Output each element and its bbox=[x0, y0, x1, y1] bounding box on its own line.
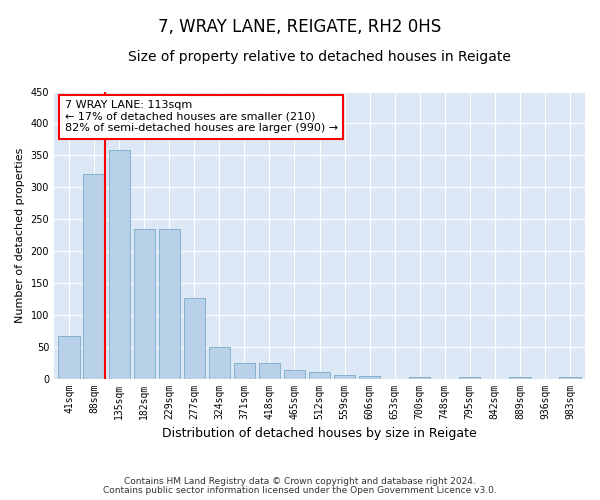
Bar bbox=[409, 376, 430, 378]
Y-axis label: Number of detached properties: Number of detached properties bbox=[15, 148, 25, 322]
X-axis label: Distribution of detached houses by size in Reigate: Distribution of detached houses by size … bbox=[162, 427, 477, 440]
Title: Size of property relative to detached houses in Reigate: Size of property relative to detached ho… bbox=[128, 50, 511, 64]
Bar bbox=[509, 376, 530, 378]
Bar bbox=[83, 174, 105, 378]
Bar bbox=[559, 376, 581, 378]
Bar bbox=[109, 150, 130, 378]
Bar bbox=[334, 376, 355, 378]
Bar bbox=[234, 363, 255, 378]
Bar bbox=[58, 336, 80, 378]
Text: 7 WRAY LANE: 113sqm
← 17% of detached houses are smaller (210)
82% of semi-detac: 7 WRAY LANE: 113sqm ← 17% of detached ho… bbox=[65, 100, 338, 134]
Bar bbox=[359, 376, 380, 378]
Bar bbox=[209, 346, 230, 378]
Text: Contains public sector information licensed under the Open Government Licence v3: Contains public sector information licen… bbox=[103, 486, 497, 495]
Text: Contains HM Land Registry data © Crown copyright and database right 2024.: Contains HM Land Registry data © Crown c… bbox=[124, 478, 476, 486]
Bar bbox=[158, 230, 180, 378]
Bar bbox=[459, 376, 481, 378]
Text: 7, WRAY LANE, REIGATE, RH2 0HS: 7, WRAY LANE, REIGATE, RH2 0HS bbox=[158, 18, 442, 36]
Bar bbox=[134, 230, 155, 378]
Bar bbox=[259, 363, 280, 378]
Bar bbox=[184, 298, 205, 378]
Bar bbox=[284, 370, 305, 378]
Bar bbox=[309, 372, 330, 378]
